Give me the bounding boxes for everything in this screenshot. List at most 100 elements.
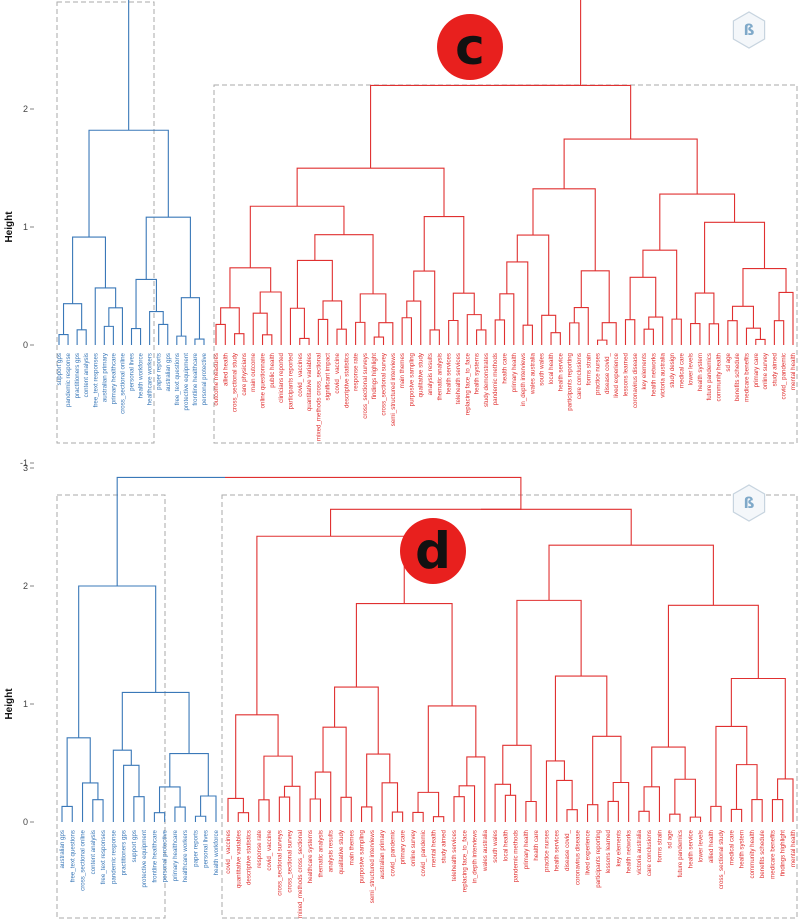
blue-cluster-branch	[135, 278, 157, 329]
red-cluster-branch	[586, 804, 599, 822]
leaf-label: key elements	[641, 353, 648, 389]
red-cluster-branch	[667, 604, 759, 748]
leaf-label: free_text questions	[69, 830, 76, 882]
red-cluster-branch	[229, 267, 272, 308]
red-cluster-branch	[708, 323, 720, 345]
y-tick-label: 1	[23, 222, 28, 232]
leaf-label: cross_sectional study	[232, 352, 239, 412]
y-axis-label: Height	[4, 211, 15, 243]
leaf-label: support gps	[56, 353, 63, 385]
red-cluster-branch	[359, 293, 387, 323]
red-cluster-branch	[671, 318, 682, 345]
leaf-label: online questionnaire	[260, 352, 267, 408]
red-cluster-branch	[227, 797, 244, 822]
panel-badge	[400, 518, 466, 584]
leaf-label: medicare benefits	[769, 830, 776, 879]
logo-glyph: ß	[744, 21, 755, 39]
leaf-label: key elements	[615, 830, 622, 866]
red-cluster-branch	[548, 544, 714, 606]
leaf-label: victoria australia	[660, 352, 667, 397]
leaf-label: findings highlight	[371, 353, 378, 399]
leaf-label: health workforce	[213, 829, 220, 875]
leaf-label: qualitative study	[418, 352, 425, 397]
leaf-label: medicare benefits	[743, 353, 750, 402]
leaf-label: pandemic response	[110, 829, 117, 884]
leaf-label: healthcare systems	[307, 830, 314, 883]
leaf-label: health services	[446, 353, 453, 394]
leaf-label: semi_structured interviews	[390, 353, 397, 426]
red-cluster-branch	[330, 508, 632, 546]
red-cluster-branch	[601, 322, 617, 345]
red-cluster-branch	[381, 782, 399, 822]
red-cluster-branch	[689, 816, 702, 822]
blue-cluster-branch	[145, 216, 191, 298]
leaf-label: outcome measures	[213, 353, 220, 406]
leaf-label: covid_ vaccine	[334, 352, 341, 393]
red-cluster-branch	[334, 686, 379, 755]
leaf-label: in_depth interviews	[472, 830, 479, 883]
leaf-label: online survey	[762, 352, 769, 389]
leaf-label: protective equipment	[141, 830, 148, 888]
red-cluster-branch	[771, 799, 784, 822]
leaf-label: healthcare workers	[147, 353, 154, 405]
leaf-label: paper reports	[156, 353, 163, 390]
panel-badge-label: d	[415, 522, 451, 580]
logo-glyph: ß	[744, 494, 755, 512]
red-cluster-branch	[674, 778, 696, 818]
leaf-label: clinicians reported	[278, 352, 285, 402]
leaf-label: forms strain	[585, 352, 592, 385]
leaf-label: allied health	[708, 829, 715, 863]
red-cluster-branch	[541, 314, 557, 345]
blue-cluster-branch	[61, 805, 73, 822]
red-cluster-branch	[309, 798, 322, 822]
red-cluster-branch	[659, 193, 736, 251]
red-cluster-branch	[259, 291, 282, 345]
leaf-label: coronavirus disease	[632, 352, 639, 408]
red-cluster-branch	[778, 291, 794, 345]
leaf-label: allied health	[222, 352, 229, 386]
leaf-label: free_text responses	[100, 830, 107, 884]
blue-cluster-branch	[133, 796, 145, 822]
leaf-label: free_text responses	[92, 353, 99, 407]
blue-cluster-branch	[72, 236, 106, 304]
leaf-label: lessons learned	[622, 352, 629, 396]
red-cluster-branch	[690, 323, 701, 345]
blue-cluster-branch	[121, 691, 190, 754]
red-cluster-branch	[777, 778, 794, 822]
leaf-label: frontline healthcare	[192, 352, 199, 405]
leaf-label: quantitative variables	[306, 353, 313, 411]
leaf-label: lived experience	[585, 829, 592, 874]
red-cluster-branch	[643, 786, 661, 822]
red-cluster-branch	[373, 336, 385, 345]
leaf-label: health system	[739, 830, 746, 868]
leaf-label: practitioners gps	[74, 353, 81, 398]
red-cluster-branch	[391, 811, 404, 822]
leaf-label: health networks	[626, 830, 633, 873]
red-cluster-branch	[252, 312, 268, 345]
leaf-label: wales australia	[529, 352, 536, 394]
red-cluster-branch	[554, 675, 608, 761]
leaf-label: cross_sectional survey	[287, 829, 294, 892]
y-axis-label: Height	[4, 688, 15, 720]
red-cluster-branch	[263, 755, 293, 800]
leaf-label: analysis results	[427, 353, 434, 395]
red-cluster-branch	[499, 293, 515, 345]
leaf-label: cross_sectional survey	[381, 352, 388, 415]
red-cluster-branch	[525, 800, 537, 822]
red-cluster-branch	[423, 215, 465, 294]
cluster-box-1	[56, 494, 166, 919]
leaf-label: purposive sampling	[408, 352, 415, 406]
leaf-label: health networks	[650, 353, 657, 396]
leaf-label: replacing face_to_face	[461, 829, 468, 892]
blue-cluster-branch	[123, 764, 140, 822]
red-cluster-branch	[322, 300, 343, 330]
red-cluster-branch	[417, 791, 440, 817]
leaf-label: replacing face_to_face	[464, 352, 471, 415]
red-cluster-branch	[299, 337, 310, 345]
red-cluster-branch	[458, 785, 476, 822]
red-cluster-branch	[261, 334, 273, 345]
red-cluster-branch	[427, 705, 477, 793]
leaf-label: study design	[669, 352, 676, 387]
leaf-label: australian gps	[59, 830, 66, 869]
